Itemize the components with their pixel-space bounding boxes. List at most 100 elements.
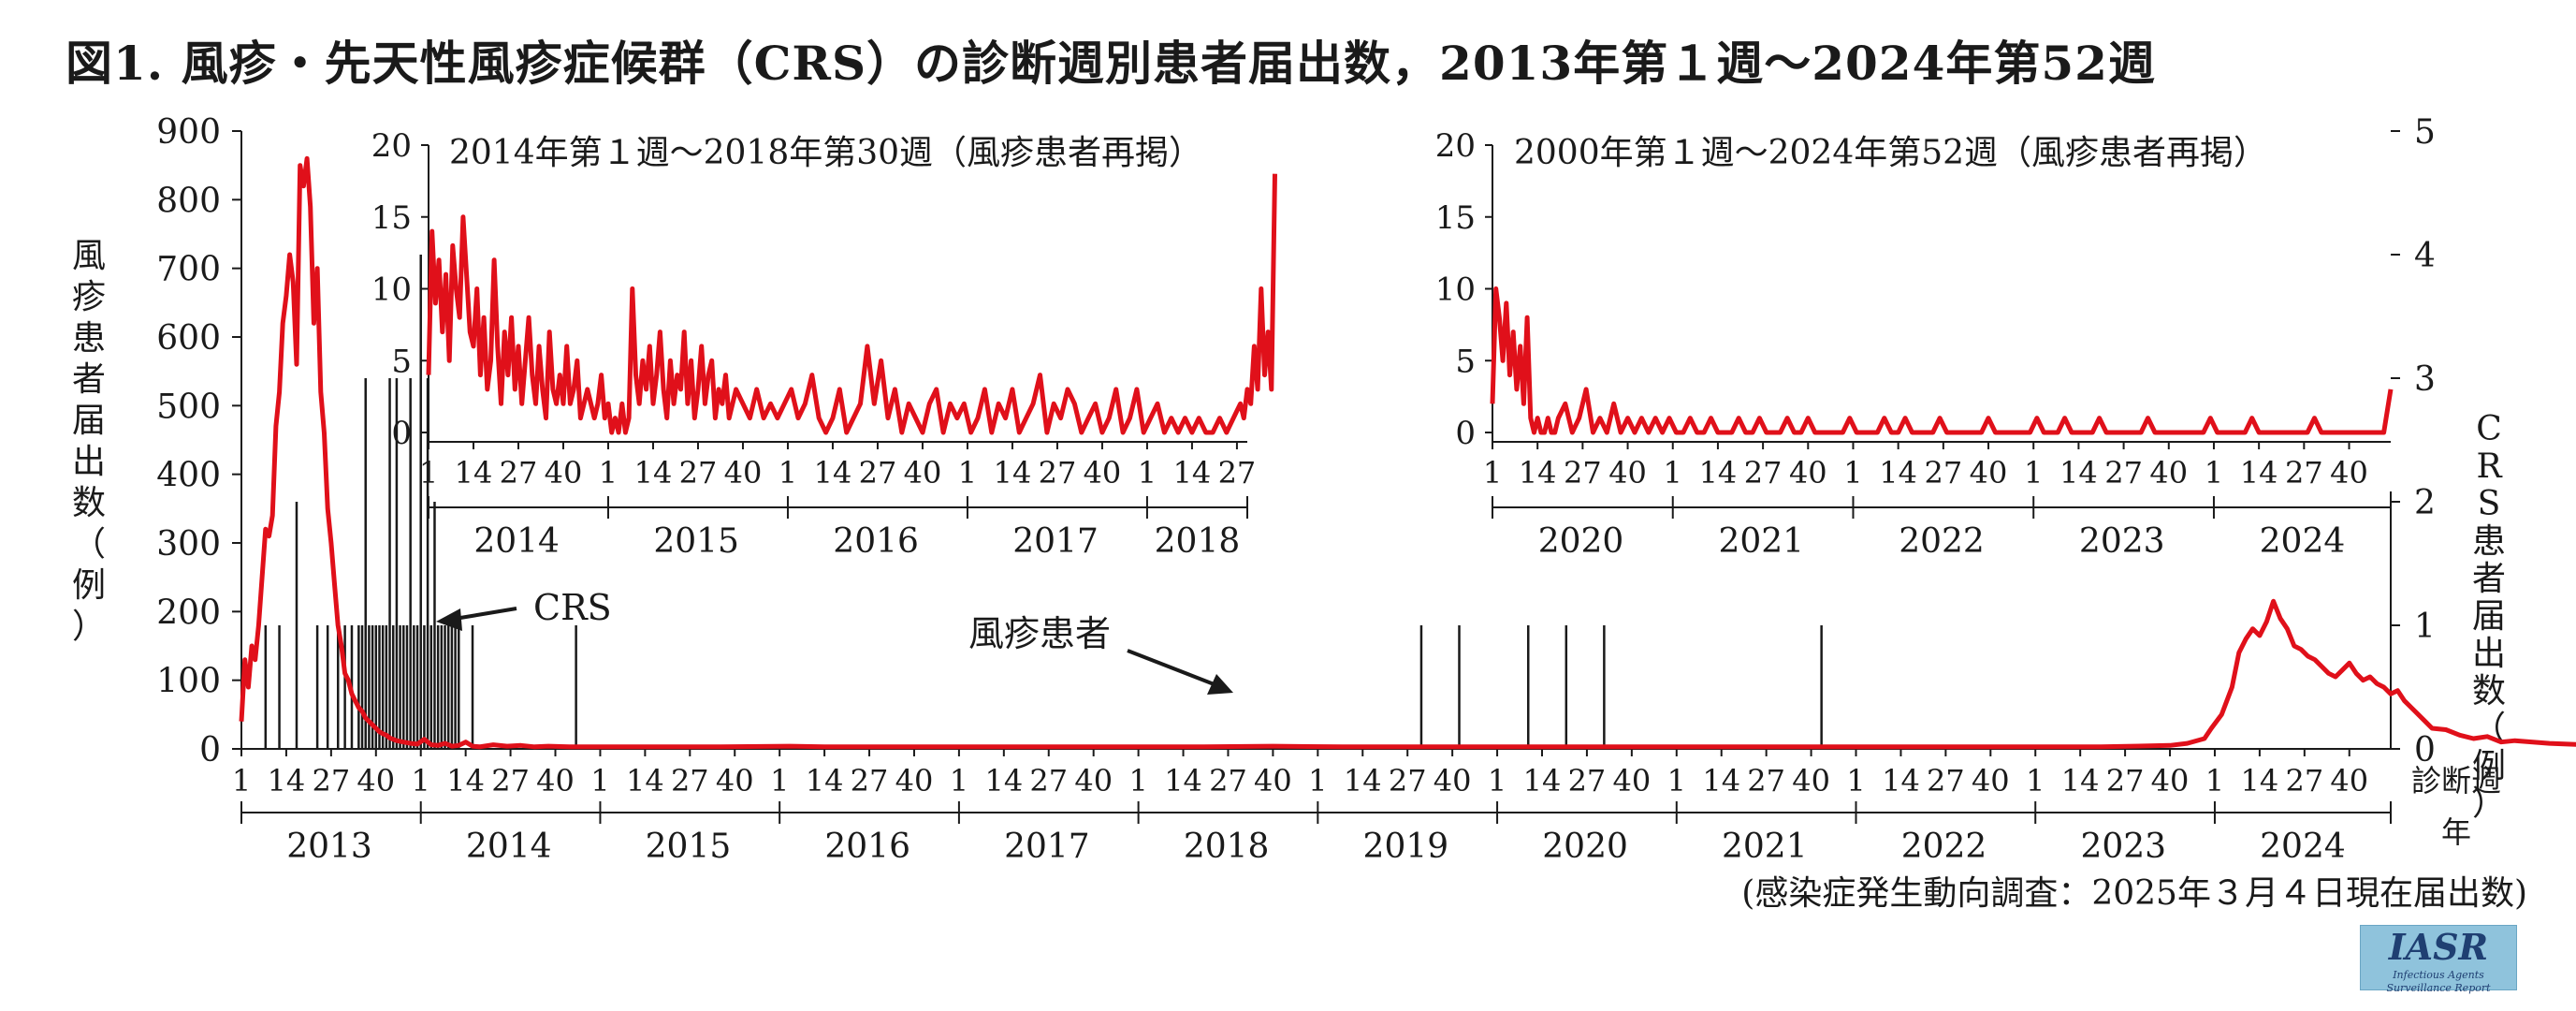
inset-y-tick-label: 10 xyxy=(1435,271,1476,309)
inset-week-tick-label: 40 xyxy=(724,455,763,491)
week-tick-label: 40 xyxy=(1792,763,1830,799)
year-label: 2023 xyxy=(2080,828,2166,866)
week-tick-label: 14 xyxy=(806,763,844,799)
logo-text: IASR xyxy=(2388,926,2489,968)
inset-week-tick-label: 14 xyxy=(1699,455,1738,491)
week-tick-label: 40 xyxy=(1434,763,1472,799)
inset-year-label: 2018 xyxy=(1155,522,1241,561)
week-tick-label: 40 xyxy=(536,763,575,799)
week-tick-label: 14 xyxy=(2241,763,2279,799)
week-tick-label: 1 xyxy=(1667,763,1686,799)
week-tick-label: 1 xyxy=(232,763,251,799)
week-tick-label: 1 xyxy=(590,763,609,799)
week-tick-label: 14 xyxy=(1164,763,1202,799)
y-tick-label-right: 1 xyxy=(2414,608,2436,646)
week-tick-label: 40 xyxy=(2330,763,2368,799)
inset-week-tick-label: 1 xyxy=(2024,455,2043,491)
week-tick-label: 40 xyxy=(1254,763,1292,799)
week-tick-label: 1 xyxy=(412,763,430,799)
inset-year-label: 2017 xyxy=(1012,522,1099,561)
week-tick-label: 40 xyxy=(895,763,934,799)
inset-week-tick-label: 27 xyxy=(1924,455,1962,491)
week-tick-label: 14 xyxy=(2061,763,2100,799)
inset-week-tick-label: 14 xyxy=(2059,455,2098,491)
year-label: 2022 xyxy=(1901,828,1987,866)
week-tick-label: 27 xyxy=(1927,763,1965,799)
inset-rubella-line xyxy=(1490,286,2394,435)
inset-week-tick-label: 1 xyxy=(1664,455,1682,491)
week-tick-label: 1 xyxy=(1488,763,1506,799)
inset-title: 2000年第１週～2024年第52週（風疹患者再掲） xyxy=(1514,134,2267,172)
inset-year-label: 2021 xyxy=(1718,522,1804,561)
inset-week-tick-label: 40 xyxy=(1608,455,1647,491)
year-label: 2017 xyxy=(1004,828,1090,866)
inset-y-tick-label: 0 xyxy=(391,415,412,452)
week-tick-label: 27 xyxy=(1568,763,1607,799)
year-label: 2015 xyxy=(646,828,732,866)
y-axis-label-left: 風疹患者届出数（例） xyxy=(72,237,106,646)
main-chart: 0100200300400500600700800900012345風疹患者届出… xyxy=(72,113,2576,866)
inset-year-label: 2024 xyxy=(2260,522,2346,561)
inset-year-label: 2014 xyxy=(473,522,560,561)
week-tick-label: 40 xyxy=(1972,763,2010,799)
week-tick-label: 27 xyxy=(1029,763,1068,799)
rubella-series-line xyxy=(239,155,2576,750)
inset-y-tick-label: 20 xyxy=(371,127,412,165)
week-tick-label: 1 xyxy=(770,763,789,799)
y-tick-label-left: 100 xyxy=(156,663,221,701)
inset-week-tick-label: 14 xyxy=(1519,455,1557,491)
logo-subtext: Infectious Agents Surveillance Report xyxy=(2386,969,2491,994)
inset-week-tick-label: 1 xyxy=(1138,455,1157,491)
year-label: 2016 xyxy=(824,828,910,866)
week-tick-label: 27 xyxy=(851,763,889,799)
week-tick-label: 14 xyxy=(268,763,306,799)
annotations: CRS 風疹患者 xyxy=(436,587,1233,695)
inset-y-tick-label: 20 xyxy=(1435,127,1476,165)
inset-rubella-line xyxy=(426,173,1277,435)
week-tick-label: 14 xyxy=(446,763,485,799)
week-tick-label: 40 xyxy=(716,763,754,799)
inset-y-tick-label: 10 xyxy=(371,271,412,309)
inset-week-tick-label: 1 xyxy=(1843,455,1862,491)
inset-week-tick-label: 27 xyxy=(1564,455,1602,491)
chart-title: 図1. 風疹・先天性風疹症候群（CRS）の診断週別患者届出数，2013年第１週～… xyxy=(65,36,2156,91)
inset-week-tick-label: 40 xyxy=(1084,455,1122,491)
week-tick-label: 27 xyxy=(671,763,709,799)
x-axis-label-week: 診断週 xyxy=(2411,763,2501,799)
year-label: 2013 xyxy=(286,828,372,866)
year-label: 2018 xyxy=(1184,828,1270,866)
y-tick-label-left: 300 xyxy=(156,525,221,564)
x-axis-label-year: 年 xyxy=(2441,814,2471,850)
week-tick-label: 14 xyxy=(626,763,664,799)
inset-week-tick-label: 1 xyxy=(419,455,438,491)
week-tick-label: 1 xyxy=(1128,763,1147,799)
year-label: 2021 xyxy=(1722,828,1808,866)
inset-week-tick-label: 27 xyxy=(1218,455,1257,491)
week-tick-label: 27 xyxy=(1209,763,1247,799)
week-tick-label: 40 xyxy=(1074,763,1113,799)
inset-year-label: 2016 xyxy=(833,522,919,561)
inset-week-tick-label: 14 xyxy=(455,455,493,491)
inset-week-tick-label: 40 xyxy=(2330,455,2368,491)
inset-week-tick-label: 1 xyxy=(1483,455,1502,491)
week-tick-label: 27 xyxy=(1747,763,1785,799)
inset-week-tick-label: 14 xyxy=(634,455,673,491)
week-tick-label: 14 xyxy=(1523,763,1562,799)
y-tick-label-left: 900 xyxy=(156,113,221,152)
week-tick-label: 27 xyxy=(313,763,351,799)
week-tick-label: 14 xyxy=(1882,763,1920,799)
inset-week-tick-label: 14 xyxy=(1879,455,1917,491)
inset-week-tick-label: 27 xyxy=(679,455,718,491)
inset-week-tick-label: 40 xyxy=(1789,455,1827,491)
week-tick-label: 1 xyxy=(2026,763,2045,799)
inset-week-tick-label: 14 xyxy=(814,455,852,491)
year-label: 2014 xyxy=(466,828,552,866)
crs-arrow-head xyxy=(436,608,462,631)
inset-title: 2014年第１週～2018年第30週（風疹患者再掲） xyxy=(449,134,1202,172)
y-tick-label-left: 400 xyxy=(156,457,221,495)
inset-y-tick-label: 5 xyxy=(1455,343,1476,380)
week-tick-label: 27 xyxy=(2285,763,2323,799)
y-tick-label-right: 5 xyxy=(2414,113,2436,152)
